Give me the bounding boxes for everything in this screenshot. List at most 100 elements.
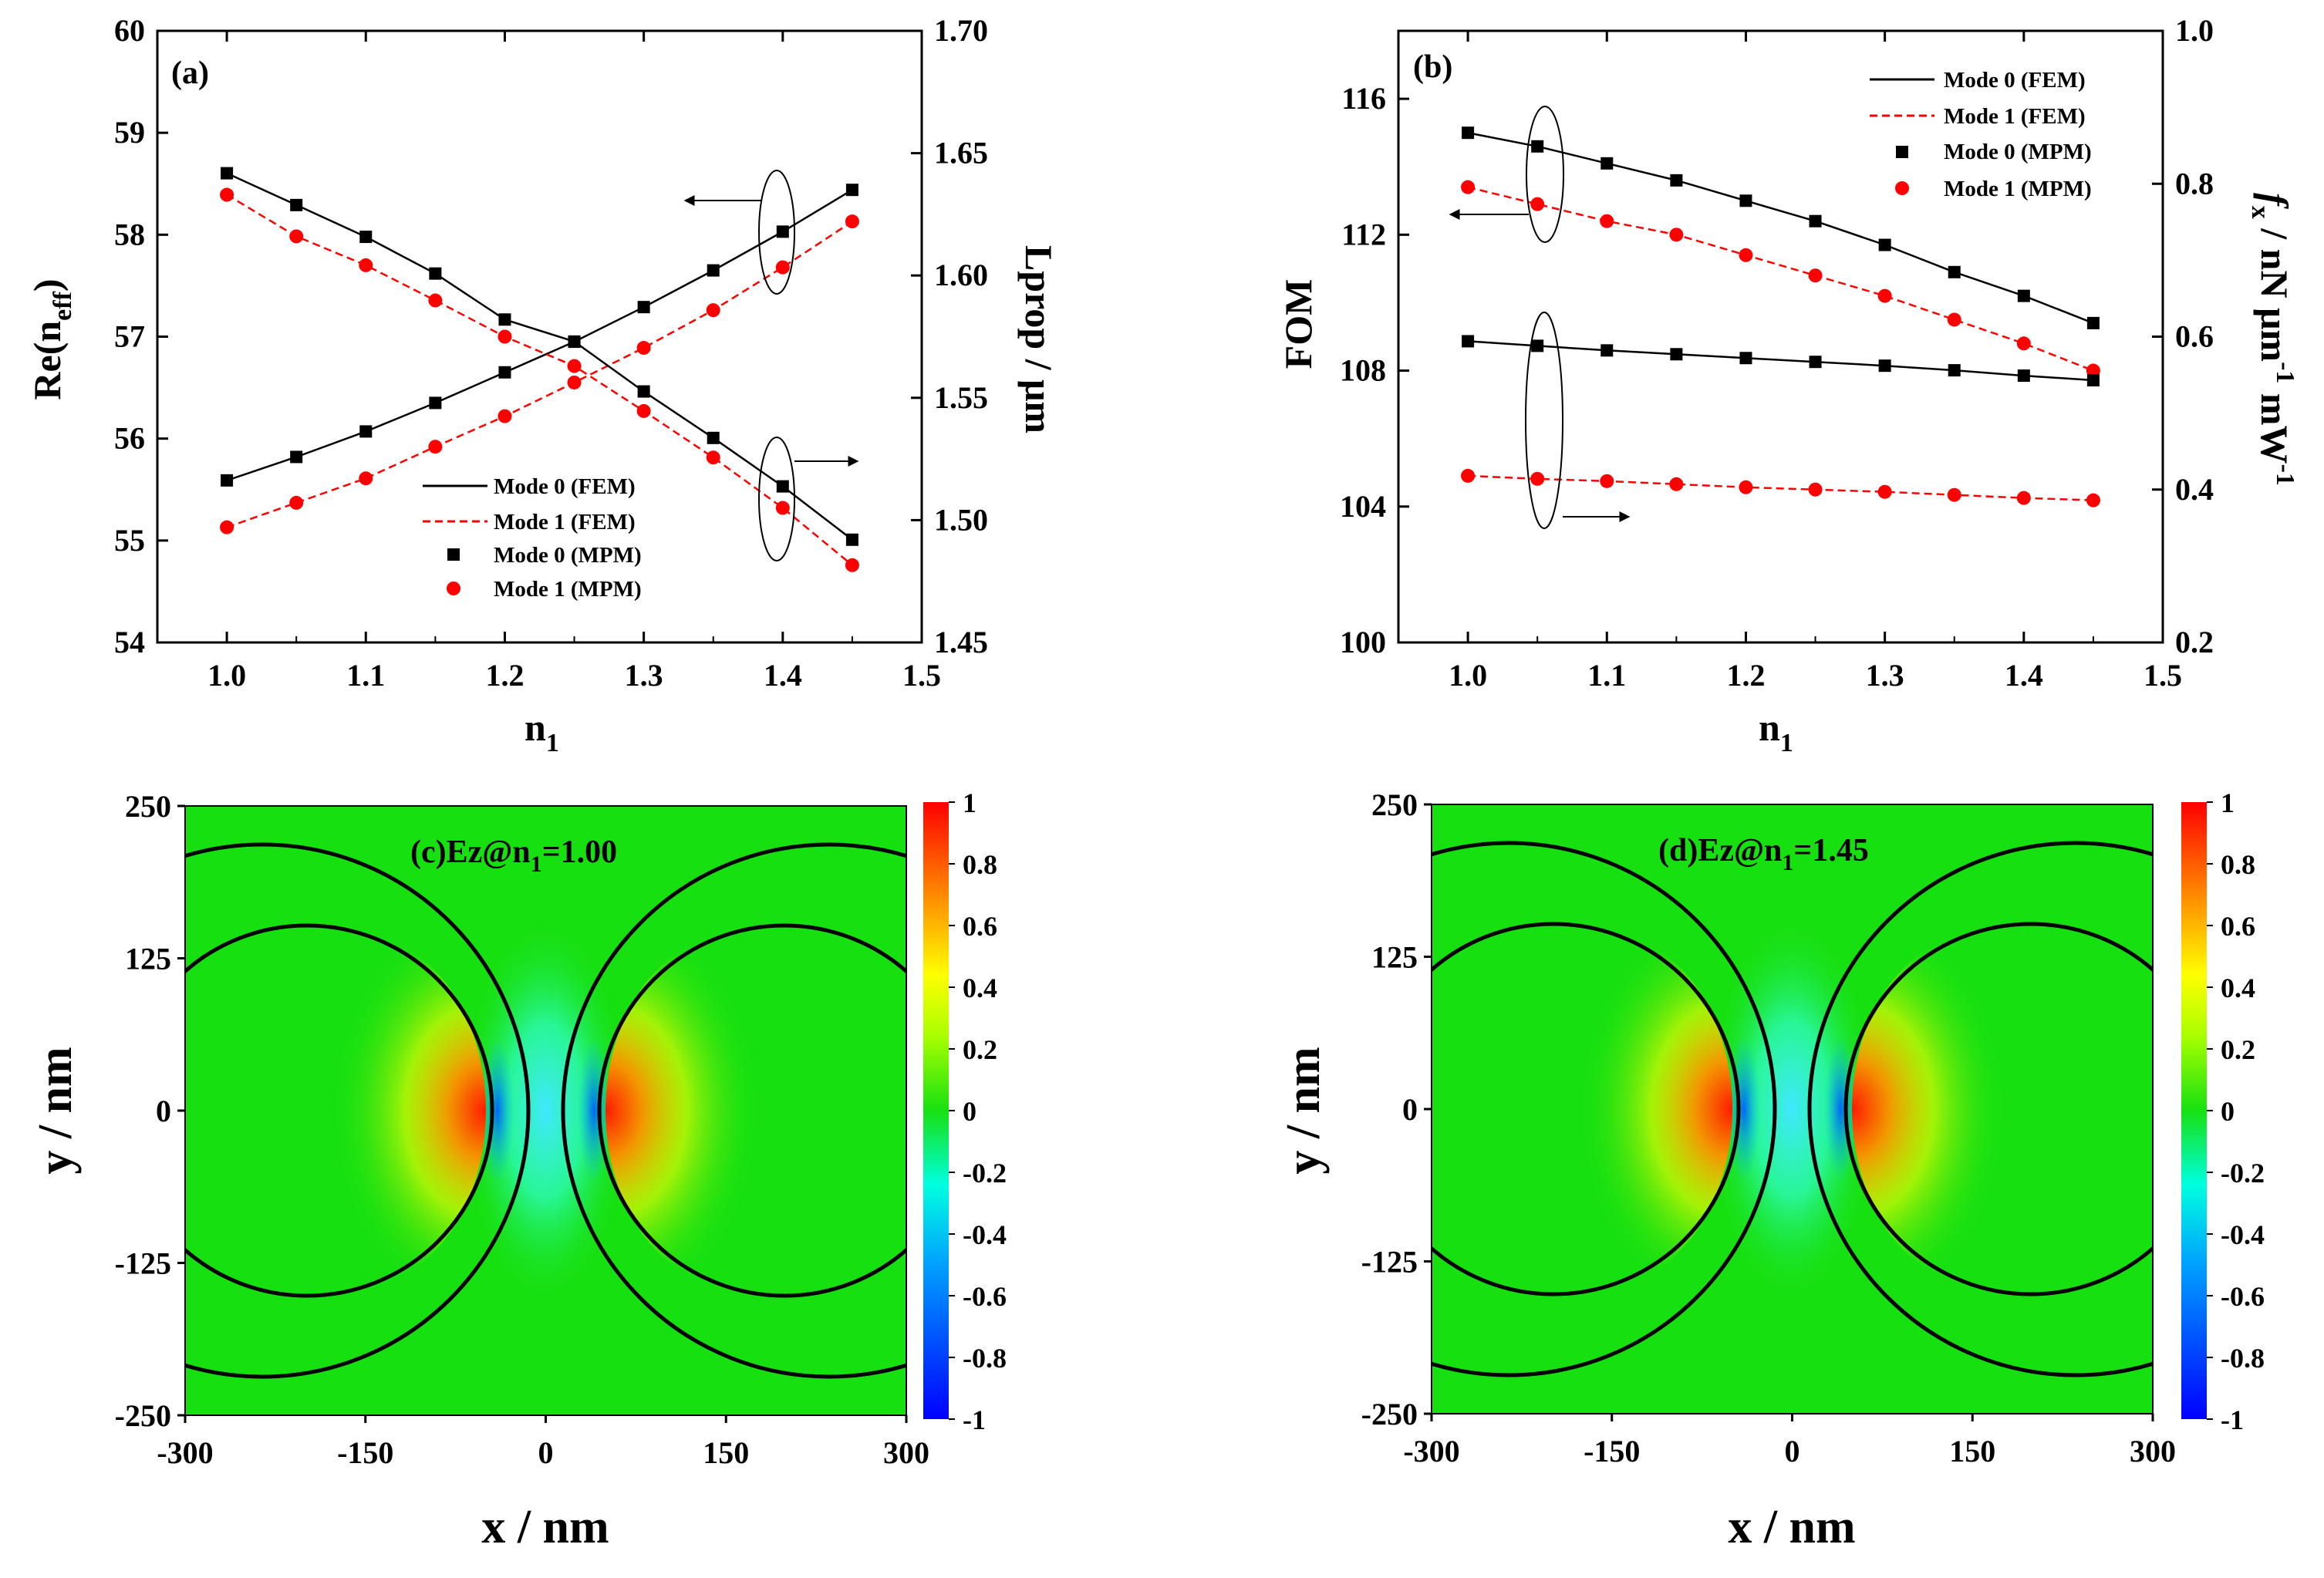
colorbar-tick-label: -0.8 <box>2221 1343 2265 1374</box>
data-point <box>567 375 582 389</box>
data-point <box>2016 491 2031 505</box>
data-point <box>776 480 789 493</box>
data-point <box>1600 474 1614 488</box>
data-point <box>429 396 442 410</box>
data-point <box>2086 493 2100 507</box>
data-point <box>498 366 511 379</box>
y-left-tick-label: 100 <box>1340 625 1386 659</box>
data-point <box>1877 484 1892 499</box>
data-point <box>428 440 443 454</box>
x-tick-label: 1.5 <box>902 658 941 693</box>
y-left-tick-label: 59 <box>114 115 145 150</box>
colorbar-tick-label: 0.8 <box>963 849 997 880</box>
colorbar-tick-label: -0.4 <box>2221 1219 2265 1250</box>
x-tick-label: 1.3 <box>625 658 663 693</box>
x-tick-label: 1.3 <box>1866 658 1904 693</box>
y-tick-label: 0 <box>156 1094 171 1128</box>
series-line-3 <box>226 194 853 566</box>
legend-text-mode0-mpm: Mode 0 (MPM) <box>1944 140 2092 164</box>
data-point <box>1600 157 1614 170</box>
panel-d-colorbar <box>2181 802 2207 1419</box>
y-right-tick-label: 0.4 <box>2175 472 2214 507</box>
data-point <box>428 293 443 308</box>
data-point <box>706 303 720 318</box>
x-tick-label: 1.2 <box>1726 658 1765 693</box>
data-point <box>845 558 859 572</box>
series-line-0 <box>226 189 853 482</box>
panel-a-chart: (a) 1.0 1.1 1.2 1.3 1.4 1.5 54 55 56 57 58 59 60 1.… <box>25 13 1061 757</box>
data-point <box>289 229 304 244</box>
panel-a-xlabel: n1 <box>525 706 559 757</box>
data-point <box>498 329 512 344</box>
panel-c-xlabel: x / nm <box>481 1501 609 1553</box>
data-point <box>775 501 790 515</box>
colorbar-tick-label: 0.4 <box>2221 973 2255 1003</box>
data-point <box>1878 359 1891 373</box>
legend-marker-mode0-mpm <box>1896 146 1908 158</box>
data-point <box>1739 194 1752 207</box>
colorbar-tick-label: 1 <box>963 787 976 818</box>
x-tick-label: -300 <box>1403 1434 1459 1468</box>
y-tick-label: 0 <box>1402 1092 1418 1127</box>
data-point <box>221 474 234 487</box>
panel-d-heatmap: (d)Ez@n1=1.45 -300 -150 0 150 300 -250-12501… <box>1277 787 2265 1553</box>
data-point <box>1600 344 1614 357</box>
y-left-tick-label: 104 <box>1340 489 1386 524</box>
panel-d-title: (d)Ez@n1=1.45 <box>1658 833 1869 875</box>
y-right-tick-label: 1.0 <box>2175 13 2214 48</box>
data-point <box>1739 248 1753 262</box>
legend-text-mode0-mpm: Mode 0 (MPM) <box>494 543 642 568</box>
data-point <box>707 431 720 444</box>
data-point <box>637 385 650 398</box>
x-tick-label: 150 <box>1949 1434 1995 1468</box>
x-tick-label: 300 <box>883 1435 929 1470</box>
series-line-0 <box>1467 131 2094 325</box>
data-point <box>1739 352 1752 365</box>
y-left-tick-label: 112 <box>1341 217 1386 251</box>
colorbar-tick-label: 0 <box>963 1096 976 1127</box>
colorbar-tick-label: -0.4 <box>963 1219 1007 1250</box>
x-tick-label: 0 <box>1785 1434 1800 1468</box>
colorbar-tick-label: -1 <box>2221 1404 2244 1435</box>
y-right-tick-label: 1.55 <box>934 380 988 415</box>
data-point <box>1809 214 1822 228</box>
series-line-3 <box>1468 474 2093 501</box>
data-point <box>290 198 303 211</box>
y-tick-label: 250 <box>1371 787 1418 822</box>
data-point <box>1530 471 1545 486</box>
panel-a-legend: Mode 0 (FEM) Mode 1 (FEM) Mode 0 (MPM) M… <box>423 474 642 602</box>
panel-b-ellipse-force-group <box>1525 312 1563 529</box>
panel-b-ylabel-right: fx / nN μm-1 mW-1 <box>2246 193 2299 486</box>
data-point <box>1877 288 1892 303</box>
data-point <box>220 187 234 202</box>
panel-b-ylabel-left: FOM <box>1277 279 1320 369</box>
legend-marker-mode1-mpm <box>1895 181 1909 195</box>
data-point <box>429 267 442 280</box>
panel-a-label: (a) <box>171 56 209 91</box>
data-point <box>1669 228 1684 242</box>
colorbar-tick-label: -0.2 <box>963 1158 1007 1189</box>
data-point <box>707 264 720 277</box>
x-tick-label: -150 <box>1584 1434 1640 1468</box>
data-point <box>2017 289 2030 302</box>
legend-marker-mode0-mpm <box>447 548 460 561</box>
panel-c-inner-circle-right <box>597 923 906 1298</box>
panel-b-legend: Mode 0 (FEM) Mode 1 (FEM) Mode 0 (MPM) M… <box>1870 68 2092 201</box>
data-point <box>1669 477 1684 491</box>
y-tick-label: 125 <box>125 942 171 976</box>
panel-d-ylabel: y / nm <box>1277 1047 1330 1174</box>
y-right-tick-label: 1.45 <box>934 625 988 659</box>
panel-b-xlabel: n1 <box>1759 706 1793 757</box>
series-line-2 <box>226 172 853 541</box>
data-point <box>1739 480 1753 494</box>
panel-c-title: (c)Ez@n1=1.00 <box>410 835 617 877</box>
legend-text-mode0-fem: Mode 0 (FEM) <box>1944 68 2086 93</box>
x-tick-label: 1.5 <box>2144 658 2182 693</box>
data-point <box>290 450 303 464</box>
y-tick-label: -125 <box>115 1246 171 1281</box>
legend-text-mode1-fem: Mode 1 (FEM) <box>1944 104 2086 129</box>
y-right-tick-label: 0.2 <box>2175 625 2214 659</box>
colorbar-tick-label: -1 <box>963 1404 986 1435</box>
colorbar-tick-label: 0.2 <box>2221 1034 2255 1065</box>
y-tick-label: 250 <box>125 789 171 824</box>
